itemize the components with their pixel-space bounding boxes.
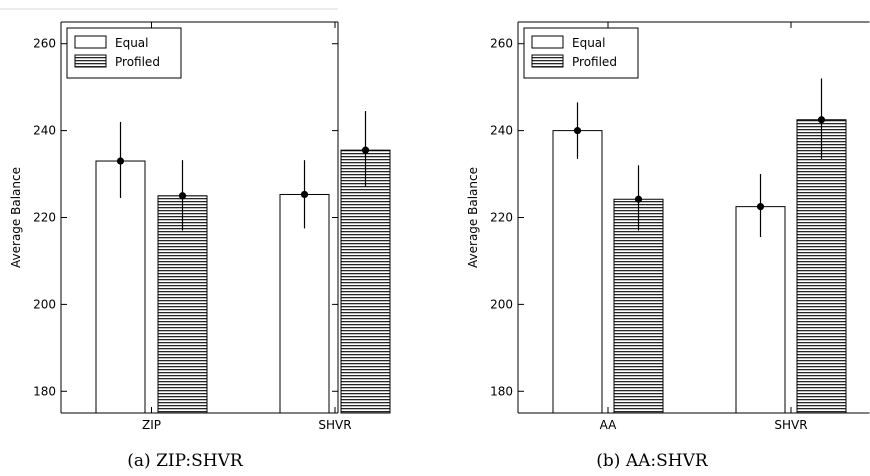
bar-aa-equal xyxy=(552,130,603,414)
bar-zip-profiled xyxy=(157,195,208,414)
y-axis-label: Average Balance xyxy=(466,167,480,268)
legend-label-equal: Equal xyxy=(572,36,606,50)
mean-point-shvr-profiled xyxy=(361,146,370,154)
y-tick-label: 240 xyxy=(490,124,513,138)
subplot-b: 180 200 220 240 260 AA SHVR Average Balance Equa… xyxy=(466,21,870,432)
y-tick-label: 240 xyxy=(33,124,56,138)
bar-aa-profiled xyxy=(613,198,664,414)
x-tick-label-shvr: SHVR xyxy=(774,418,807,432)
legend-swatch-equal xyxy=(531,35,564,49)
legend-swatch-profiled xyxy=(531,54,564,68)
legend-label-profiled: Profiled xyxy=(572,55,617,69)
y-tick-label: 260 xyxy=(33,37,56,51)
bar-shvr-equal xyxy=(735,206,786,414)
subplot-a: 180 200 220 240 260 ZIP SHVR Average Balance Equ… xyxy=(9,21,391,432)
mean-point-shvr-equal xyxy=(300,190,309,199)
y-tick-label: 220 xyxy=(490,211,513,225)
bar-zip-equal xyxy=(95,160,146,414)
bar-shvr-profiled xyxy=(340,149,391,414)
caption-b: (b) AA:SHVR xyxy=(596,451,709,471)
caption-a: (a) ZIP:SHVR xyxy=(127,451,244,471)
y-tick-label: 220 xyxy=(33,211,56,225)
mean-point-zip-profiled xyxy=(178,192,187,200)
y-axis-label: Average Balance xyxy=(9,167,23,268)
mean-point-aa-profiled xyxy=(634,195,643,203)
y-tick-label: 200 xyxy=(490,297,513,311)
legend-swatch-profiled xyxy=(74,54,107,68)
x-tick-label-shvr: SHVR xyxy=(318,418,351,432)
y-tick-label: 180 xyxy=(490,384,513,398)
legend-label-profiled: Profiled xyxy=(115,55,160,69)
x-tick-label-zip: ZIP xyxy=(142,418,161,432)
legend-swatch-equal xyxy=(74,35,107,49)
legend-label-equal: Equal xyxy=(115,36,149,50)
mean-point-aa-equal xyxy=(573,127,582,135)
y-tick-label: 260 xyxy=(490,37,513,51)
legend: Equal Profiled xyxy=(66,27,182,79)
y-tick-label: 200 xyxy=(33,297,56,311)
legend: Equal Profiled xyxy=(523,27,639,79)
x-tick-label-aa: AA xyxy=(600,418,618,432)
mean-point-shvr-equal xyxy=(756,203,765,211)
y-tick-label: 180 xyxy=(33,384,56,398)
mean-point-shvr-profiled xyxy=(817,116,826,124)
mean-point-zip-equal xyxy=(116,157,125,165)
bar-shvr-profiled xyxy=(796,119,847,414)
